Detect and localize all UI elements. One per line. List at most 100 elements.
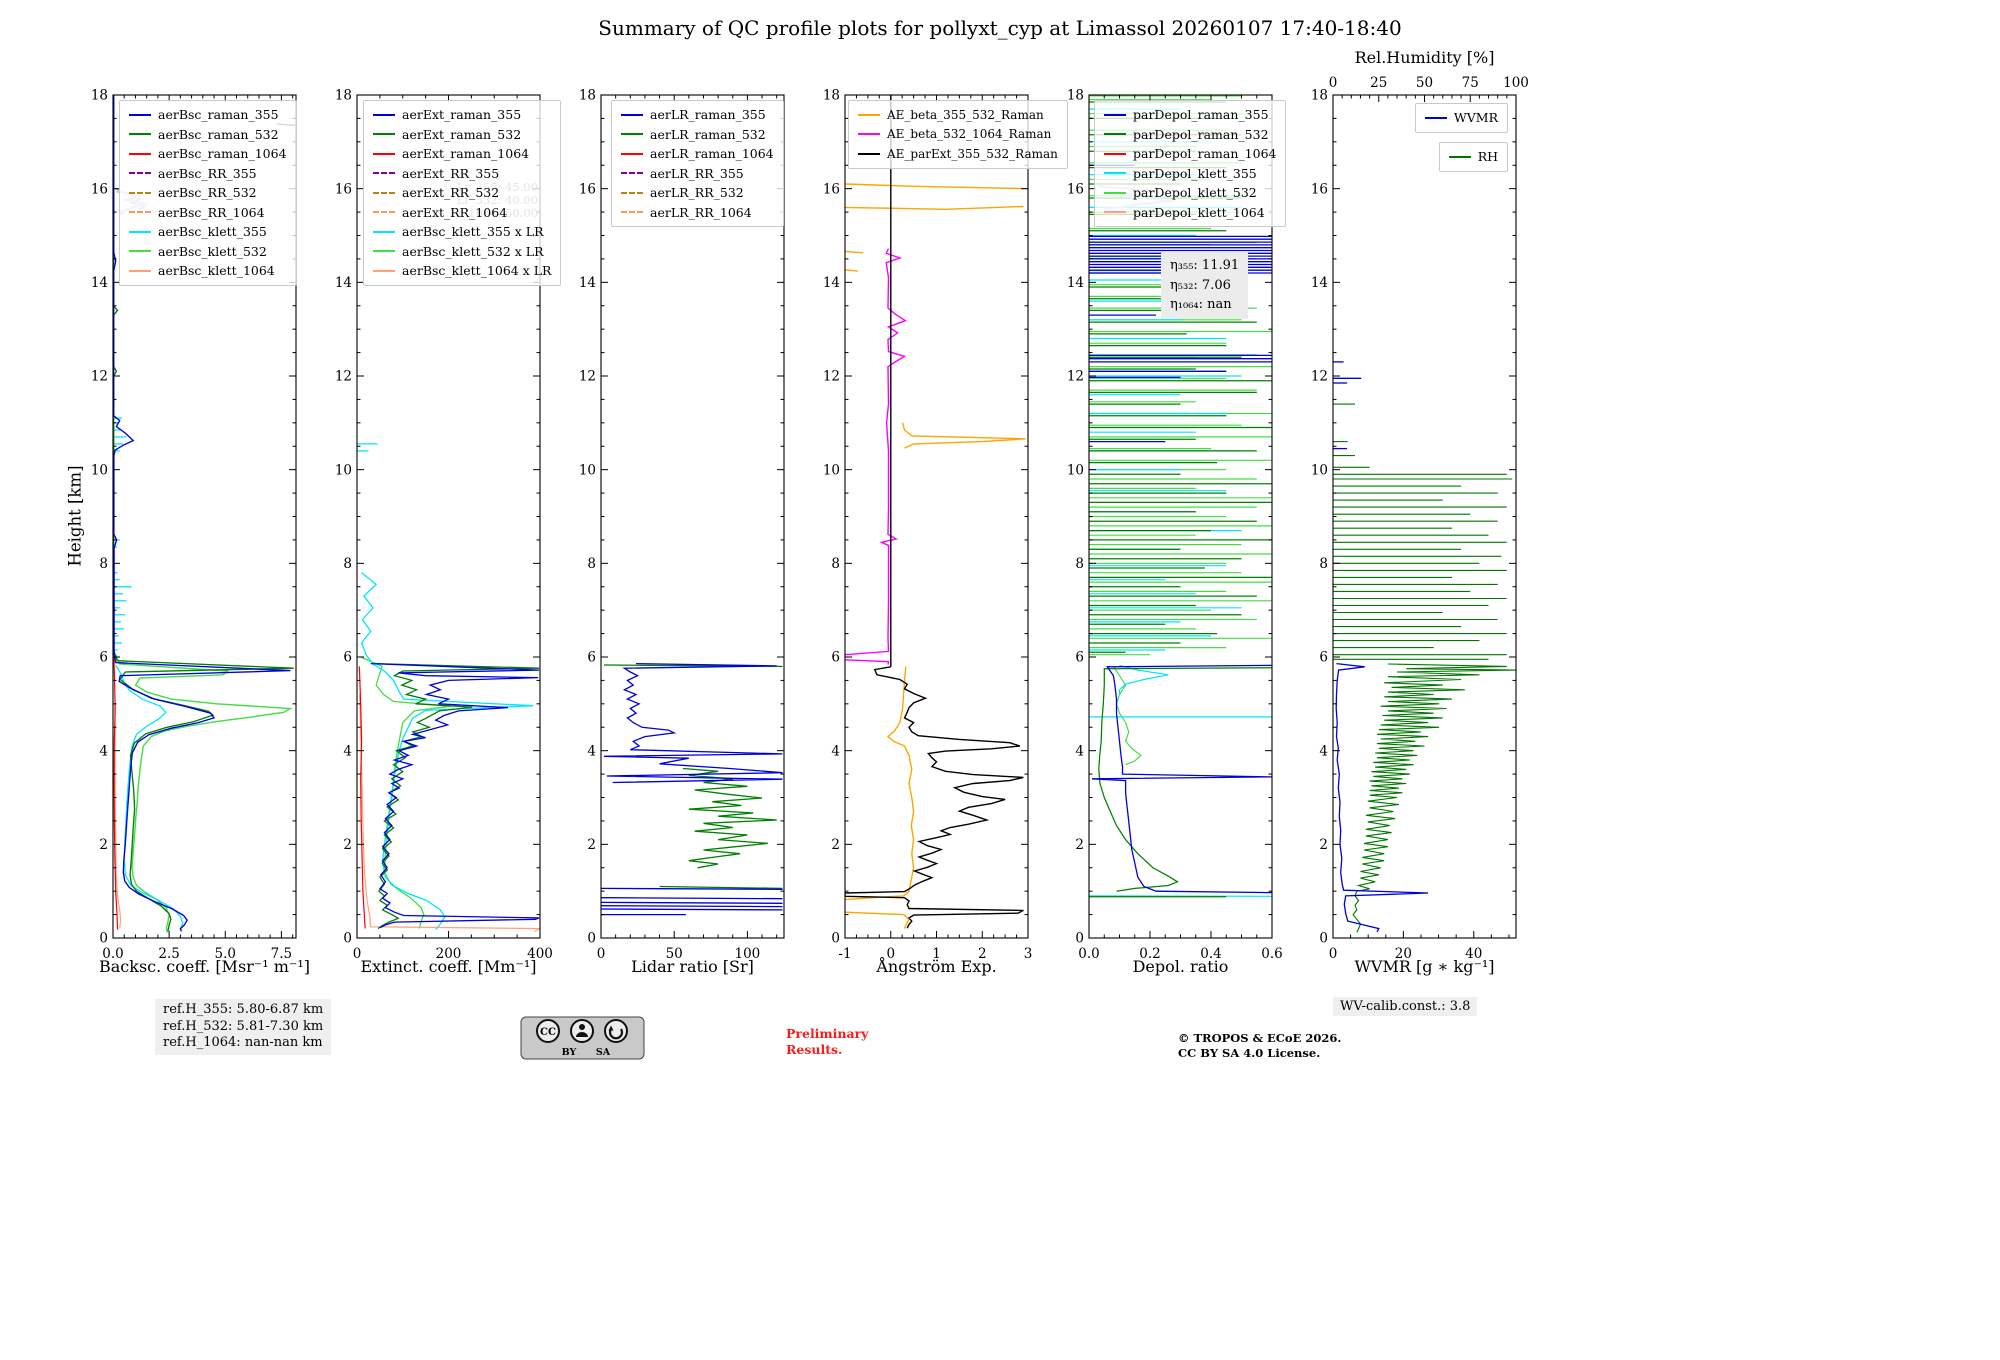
- legend-extinction: aerExt_raman_355 aerExt_raman_532 aerExt_r…: [363, 100, 562, 286]
- legend-item-label: parDepol_raman_355: [1133, 107, 1269, 123]
- svg-text:10: 10: [335, 462, 352, 478]
- legend-line-sample: [858, 152, 880, 155]
- eta-355: η₃₅₅: 11.91: [1170, 258, 1240, 273]
- legend-item-label: aerBsc_RR_532: [158, 185, 257, 201]
- cc-icon: [536, 1019, 560, 1043]
- svg-text:4: 4: [343, 743, 352, 759]
- series-aerBsc_klett_1064_x_LR: [359, 694, 540, 932]
- legend-line-sample: [1104, 152, 1126, 155]
- legend-line-sample: [129, 269, 151, 272]
- panel-angstroem: [845, 95, 1028, 929]
- rh-top-axis-label: Rel.Humidity [%]: [1354, 48, 1495, 67]
- legend-item: aerLR_raman_355: [621, 105, 774, 125]
- svg-text:0: 0: [99, 931, 108, 947]
- svg-text:4: 4: [831, 743, 840, 759]
- svg-text:0.6: 0.6: [1261, 946, 1282, 962]
- legend-line-sample: [1104, 172, 1126, 175]
- cc-by-label: BY: [562, 1047, 577, 1058]
- svg-text:0: 0: [353, 946, 362, 962]
- legend-item-label: aerBsc_klett_532 x LR: [402, 243, 544, 259]
- reference-height-annotation: ref.H_355: 5.80-6.87 km ref.H_532: 5.81-…: [155, 999, 332, 1055]
- svg-text:0.0: 0.0: [1078, 946, 1099, 962]
- svg-text:6: 6: [99, 650, 108, 666]
- wv-calibration-annotation: WV-calib.const.: 3.8: [1333, 997, 1478, 1016]
- series-aerBsc_klett_532_x_LR: [360, 656, 451, 929]
- person-icon: [570, 1019, 594, 1043]
- panel-extinction: [357, 443, 540, 932]
- panel-wvmr-rh: [1333, 361, 1516, 933]
- svg-text:16: 16: [335, 181, 352, 197]
- ref-h-1064: ref.H_1064: nan-nan km: [163, 1035, 323, 1051]
- legend-line-sample: [858, 113, 880, 116]
- legend-item: AE_beta_532_1064_Raman: [858, 125, 1058, 145]
- legend-item: parDepol_raman_1064: [1104, 144, 1276, 164]
- svg-text:4: 4: [587, 743, 596, 759]
- svg-text:2: 2: [978, 946, 987, 962]
- series-aerBsc_klett_1064: [114, 703, 122, 929]
- svg-text:12: 12: [1067, 369, 1084, 385]
- svg-text:14: 14: [91, 275, 108, 291]
- legend-item-label: aerLR_RR_1064: [650, 204, 752, 220]
- x-axis-label-angstroem: Ångström Exp.: [876, 957, 997, 976]
- svg-text:10: 10: [1311, 462, 1328, 478]
- legend-item: aerExt_RR_532: [373, 183, 551, 203]
- axis-ticks-extinction: 0 2 4 6 8 10 12 14 16 18 0 200 400: [335, 88, 553, 962]
- legend-item-label: WVMR: [1453, 110, 1498, 126]
- svg-text:5.0: 5.0: [215, 946, 236, 962]
- svg-text:18: 18: [91, 88, 108, 104]
- svg-text:0: 0: [1075, 931, 1084, 947]
- svg-text:12: 12: [579, 369, 596, 385]
- svg-text:8: 8: [1319, 556, 1328, 572]
- legend-item: aerExt_raman_1064: [373, 144, 551, 164]
- legend-item: WVMR: [1424, 108, 1498, 128]
- legend-line-sample: [621, 133, 643, 136]
- legend-line-sample: [1424, 116, 1447, 119]
- svg-text:6: 6: [1319, 650, 1328, 666]
- svg-text:0.4: 0.4: [1200, 946, 1221, 962]
- legend-item: aerLR_RR_355: [621, 164, 774, 184]
- svg-text:2: 2: [587, 837, 596, 853]
- svg-text:50: 50: [666, 946, 683, 962]
- svg-text:4: 4: [1075, 743, 1084, 759]
- legend-line-sample: [621, 191, 643, 194]
- svg-text:10: 10: [579, 462, 596, 478]
- legend-item-label: aerBsc_raman_532: [158, 126, 279, 142]
- legend-item-label: aerBsc_klett_355: [158, 224, 267, 240]
- svg-text:0: 0: [831, 931, 840, 947]
- legend-line-sample: [858, 133, 880, 136]
- legend-line-sample: [129, 230, 151, 233]
- panel-frame: [844, 94, 1029, 939]
- svg-text:0.2: 0.2: [1139, 946, 1160, 962]
- svg-text:1: 1: [932, 946, 941, 962]
- svg-text:6: 6: [831, 650, 840, 666]
- legend-backscatter: aerBsc_raman_355 aerBsc_raman_532 aerBsc_r…: [119, 100, 297, 286]
- svg-text:16: 16: [1067, 181, 1084, 197]
- svg-text:18: 18: [823, 88, 840, 104]
- svg-text:6: 6: [1075, 650, 1084, 666]
- legend-line-sample: [129, 191, 151, 194]
- panel-lidar-ratio: [601, 662, 783, 916]
- cc-badge-graphic: CC BY SA: [520, 1016, 645, 1060]
- svg-text:14: 14: [1311, 275, 1328, 291]
- legend-line-sample: [621, 172, 643, 175]
- cc-by-sa-badge: CC BY SA: [520, 1016, 645, 1064]
- svg-text:0: 0: [886, 946, 895, 962]
- svg-text:0: 0: [587, 931, 596, 947]
- series-aerExt_raman_355: [370, 662, 540, 929]
- series-RH: [1333, 403, 1516, 933]
- svg-text:0: 0: [1329, 946, 1338, 962]
- legend-item-label: aerLR_raman_355: [650, 107, 766, 123]
- legend-line-sample: [373, 152, 395, 155]
- legend-item-label: parDepol_klett_355: [1133, 165, 1257, 181]
- legend-item: aerExt_raman_532: [373, 125, 551, 145]
- legend-line-sample: [373, 113, 395, 116]
- svg-text:2: 2: [831, 837, 840, 853]
- legend-line-sample: [1448, 155, 1471, 158]
- legend-line-sample: [129, 250, 151, 253]
- svg-text:2.5: 2.5: [158, 946, 179, 962]
- svg-text:100: 100: [735, 946, 761, 962]
- legend-item: aerExt_RR_1064: [373, 203, 551, 223]
- legend-line-sample: [373, 133, 395, 136]
- svg-text:400: 400: [527, 946, 553, 962]
- legend-item: aerLR_RR_532: [621, 183, 774, 203]
